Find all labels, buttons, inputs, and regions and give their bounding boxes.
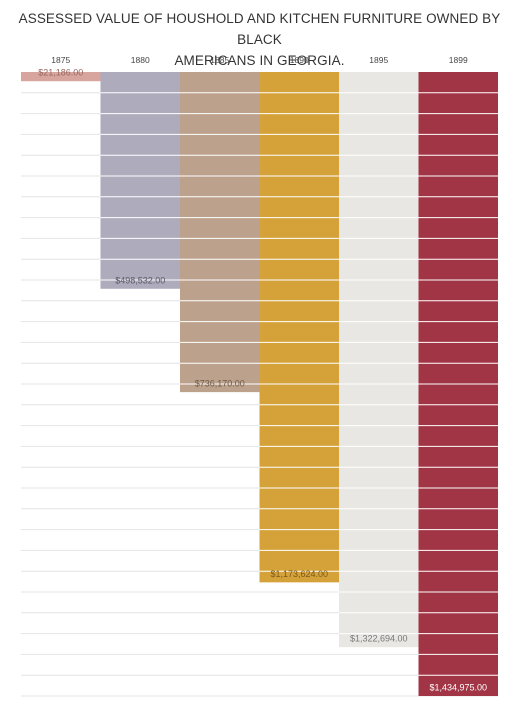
chart-title-line-2: AMERICANS IN GEORGIA. (174, 53, 345, 68)
bar-1885 (180, 72, 260, 393)
value-label-1899: $1,434,975.00 (429, 683, 487, 693)
value-label-1890: $1,173,624.00 (270, 569, 328, 579)
bar-1890 (259, 72, 339, 583)
year-label-1895: 1895 (369, 55, 388, 65)
value-label-1880: $498,532.00 (115, 275, 165, 285)
chart-title-line-1: ASSESSED VALUE OF HOUSHOLD AND KITCHEN F… (18, 11, 501, 47)
year-label-1899: 1899 (449, 55, 468, 65)
bar-1880 (100, 72, 180, 289)
year-label-1875: 1875 (51, 55, 70, 65)
chart-title: ASSESSED VALUE OF HOUSHOLD AND KITCHEN F… (0, 8, 519, 71)
value-label-1875: $21,186.00 (38, 68, 83, 78)
year-label-1885: 1885 (210, 55, 229, 65)
year-label-1880: 1880 (131, 55, 150, 65)
value-label-1895: $1,322,694.00 (350, 634, 408, 644)
bar-1875 (21, 72, 101, 82)
value-label-1885: $736,170.00 (195, 379, 245, 389)
year-label-1890: 1890 (290, 55, 309, 65)
bar-1895 (339, 72, 419, 648)
